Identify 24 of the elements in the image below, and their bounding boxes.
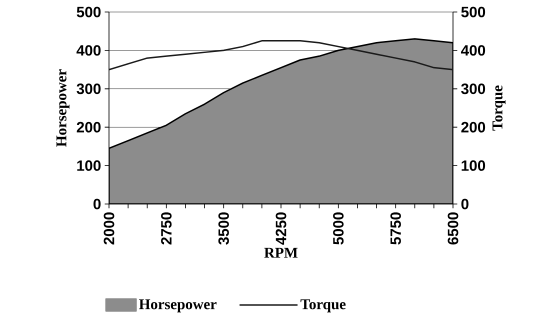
- x-tick-label: 4250: [276, 212, 286, 245]
- legend-label: Torque: [300, 299, 346, 312]
- y2-tick-label: 0: [461, 198, 468, 210]
- y-tick-label: 300: [76, 83, 101, 94]
- x-tick-label: 5750: [390, 212, 401, 245]
- x-tick-label: 5000: [333, 212, 344, 245]
- y-tick-label: 500: [76, 6, 101, 18]
- y2-tick-label: 400: [460, 45, 486, 56]
- y2-tick-label: 500: [461, 6, 486, 18]
- x-tick-label: 6500: [448, 212, 458, 244]
- y-tick-label: 400: [76, 45, 101, 56]
- x-tick-label: 2000: [104, 212, 114, 244]
- y-tick-label: 200: [76, 122, 101, 132]
- y2-tick-label: 200: [461, 122, 486, 132]
- y2-axis-title: Torque: [492, 86, 506, 131]
- y-tick-label: 0: [94, 198, 101, 210]
- legend-label: Horsepower: [139, 299, 216, 312]
- x-tick-label: 3500: [218, 212, 229, 245]
- y2-tick-label: 100: [462, 160, 486, 171]
- y-tick-label: 100: [77, 160, 101, 171]
- x-tick-label: 2750: [161, 212, 172, 244]
- x-axis-title: RPM: [264, 248, 298, 258]
- y-axis-title: Horsepower: [56, 69, 70, 147]
- y2-tick-label: 300: [461, 83, 486, 94]
